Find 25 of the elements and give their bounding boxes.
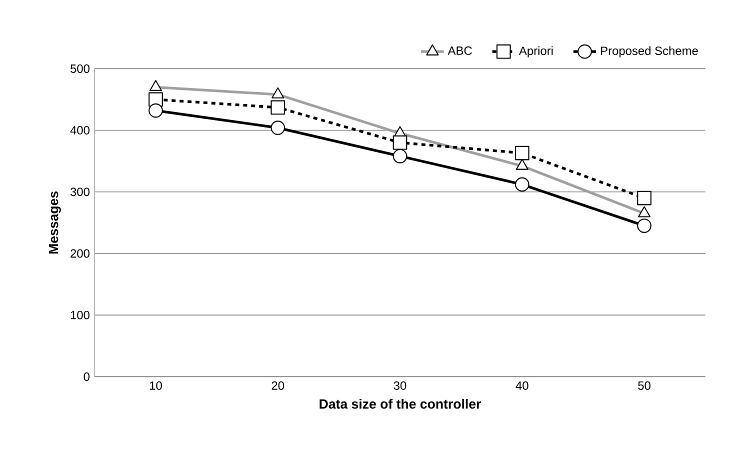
point [392, 135, 408, 150]
x-tick-label: 50 [638, 381, 650, 390]
legend-label: Apriori [518, 46, 553, 58]
point [148, 103, 163, 118]
point [514, 146, 530, 160]
point [270, 100, 286, 115]
point [637, 218, 652, 233]
legend-label: ABC [448, 46, 472, 55]
y-tick-label: 200 [70, 249, 90, 258]
legend-label: Proposed Scheme [601, 46, 698, 58]
point [514, 177, 530, 192]
x-tick-label: 10 [150, 381, 162, 390]
x-tick-label: 30 [394, 381, 406, 390]
y-axis-title: Messages [48, 191, 61, 254]
y-tick-label: 500 [70, 64, 90, 73]
x-axis-title: Data size of the controller [320, 398, 481, 409]
y-tick-label: 400 [70, 126, 90, 135]
y-tick-label: 300 [70, 188, 90, 196]
point [637, 190, 652, 206]
y-tick-label: 100 [70, 310, 90, 320]
x-tick-label: 20 [272, 381, 284, 390]
point [392, 148, 408, 164]
point [270, 120, 286, 135]
x-tick-label: 40 [516, 381, 528, 390]
y-tick-label: 0 [84, 372, 90, 381]
